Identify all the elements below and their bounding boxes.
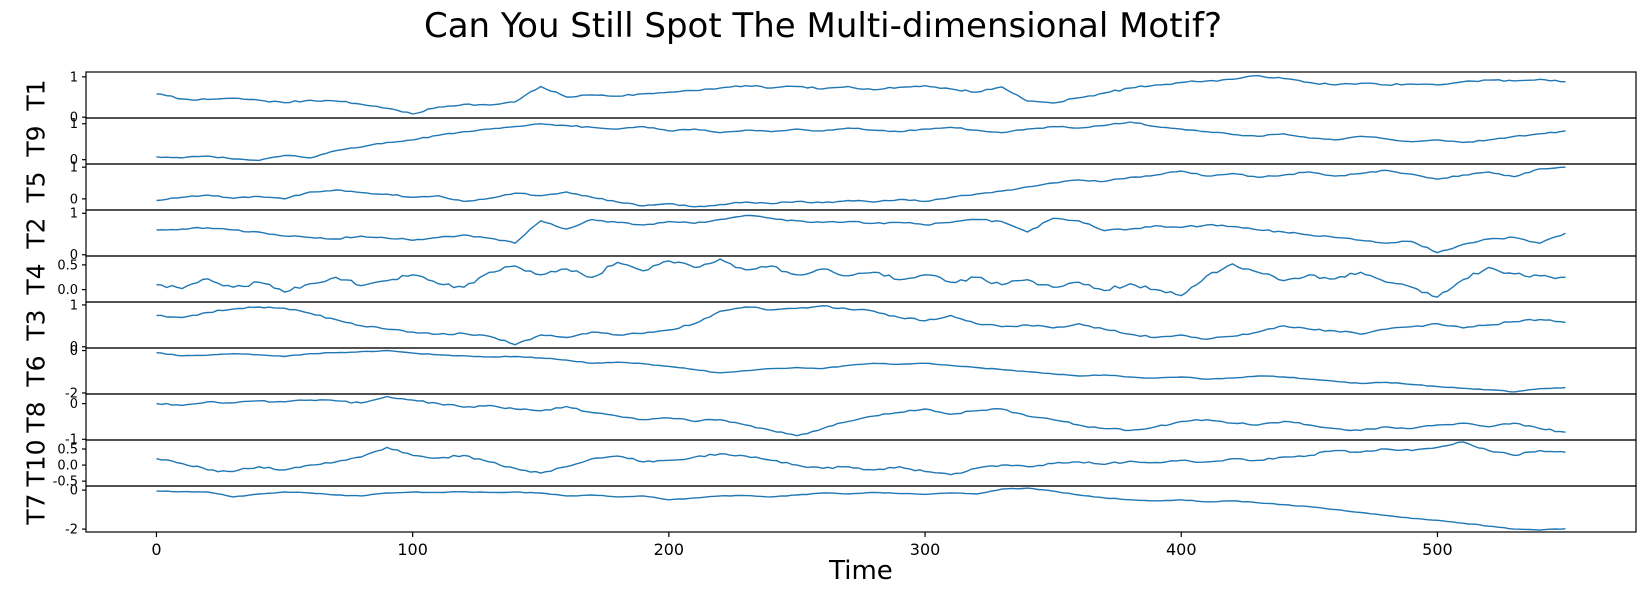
y-tick-label-T5: 1 <box>70 161 78 176</box>
panel-border-T8 <box>85 393 1637 441</box>
series-line-T6 <box>156 349 1566 393</box>
x-axis-label: Time <box>829 556 893 586</box>
x-tick-label: 300 <box>910 540 941 559</box>
y-tick-label-T2: 0 <box>70 248 78 263</box>
panel-border-T6 <box>85 347 1637 395</box>
panel-label-T10: T10 <box>22 439 51 487</box>
y-tick-label-T4: 0.5 <box>57 258 78 273</box>
y-tick-label-T7: 0 <box>70 484 78 499</box>
y-tick-label-T4: 0.0 <box>57 283 78 298</box>
series-line-T8 <box>156 395 1566 437</box>
panel-label-T3: T3 <box>22 309 51 341</box>
series-line-T5 <box>156 166 1566 208</box>
y-tick-label-T10: 0.0 <box>57 459 78 474</box>
y-tick-label-T6: 0 <box>70 344 78 359</box>
y-tick-label-T6: -2 <box>65 386 78 401</box>
series-line-T10 <box>156 441 1566 476</box>
panel-label-T6: T6 <box>22 355 51 387</box>
y-tick-label-T3: 0 <box>70 340 78 355</box>
y-tick-label-T10: 0.5 <box>57 442 78 457</box>
y-tick-label-T3: 1 <box>70 298 78 313</box>
y-tick-label-T9: 1 <box>70 117 78 132</box>
series-line-T7 <box>156 487 1566 531</box>
panel-label-T7: T7 <box>22 493 51 525</box>
y-tick-label-T2: 1 <box>70 207 78 222</box>
y-tick-label-T8: -1 <box>65 433 78 448</box>
panel-border-T1 <box>85 71 1637 119</box>
y-tick-label-T8: 0 <box>70 397 78 412</box>
panel-label-T4: T4 <box>22 263 51 295</box>
series-line-T9 <box>156 121 1566 162</box>
panel-label-T2: T2 <box>22 217 51 249</box>
x-tick-label: 200 <box>654 540 685 559</box>
y-tick-label-T1: 0 <box>70 111 78 126</box>
panel-border-T5 <box>85 163 1637 211</box>
y-tick-label-T10: -0.5 <box>53 475 78 490</box>
panel-border-T4 <box>85 255 1637 303</box>
panel-label-T9: T9 <box>22 125 51 157</box>
x-tick-label: 0 <box>151 540 161 559</box>
series-line-T2 <box>156 214 1566 254</box>
x-tick-label: 100 <box>397 540 428 559</box>
series-line-T4 <box>156 258 1566 298</box>
y-tick-label-T9: 0 <box>70 153 78 168</box>
y-tick-label-T1: 1 <box>70 70 78 85</box>
panel-label-T8: T8 <box>22 401 51 433</box>
y-tick-label-T7: -2 <box>65 522 78 537</box>
panel-border-T2 <box>85 209 1637 257</box>
panel-border-T10 <box>85 439 1637 487</box>
y-tick-label-T5: 0 <box>70 192 78 207</box>
x-tick-label: 500 <box>1422 540 1453 559</box>
panel-label-T5: T5 <box>22 171 51 203</box>
x-tick-label: 400 <box>1166 540 1197 559</box>
chart-title: Can You Still Spot The Multi-dimensional… <box>423 6 1223 46</box>
panel-border-T7 <box>85 485 1637 533</box>
series-line-T3 <box>156 305 1566 346</box>
panel-label-T1: T1 <box>22 79 51 111</box>
series-line-T1 <box>156 74 1566 115</box>
